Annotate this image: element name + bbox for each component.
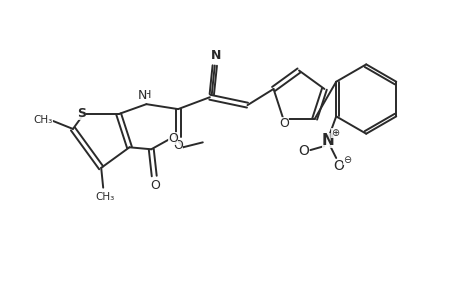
Text: O: O (333, 159, 344, 173)
Text: H: H (143, 90, 151, 100)
Text: O: O (297, 144, 308, 158)
Text: N: N (210, 49, 220, 62)
Text: O: O (173, 139, 183, 152)
Text: O: O (168, 132, 178, 145)
Text: ⊖: ⊖ (342, 155, 350, 165)
Text: CH₃: CH₃ (34, 115, 53, 125)
Text: O: O (279, 117, 289, 130)
Text: N: N (137, 89, 147, 102)
Text: S: S (77, 106, 86, 120)
Text: ⊕: ⊕ (330, 128, 339, 138)
Text: N: N (321, 133, 334, 148)
Text: CH₃: CH₃ (95, 192, 115, 202)
Text: O: O (150, 179, 160, 192)
